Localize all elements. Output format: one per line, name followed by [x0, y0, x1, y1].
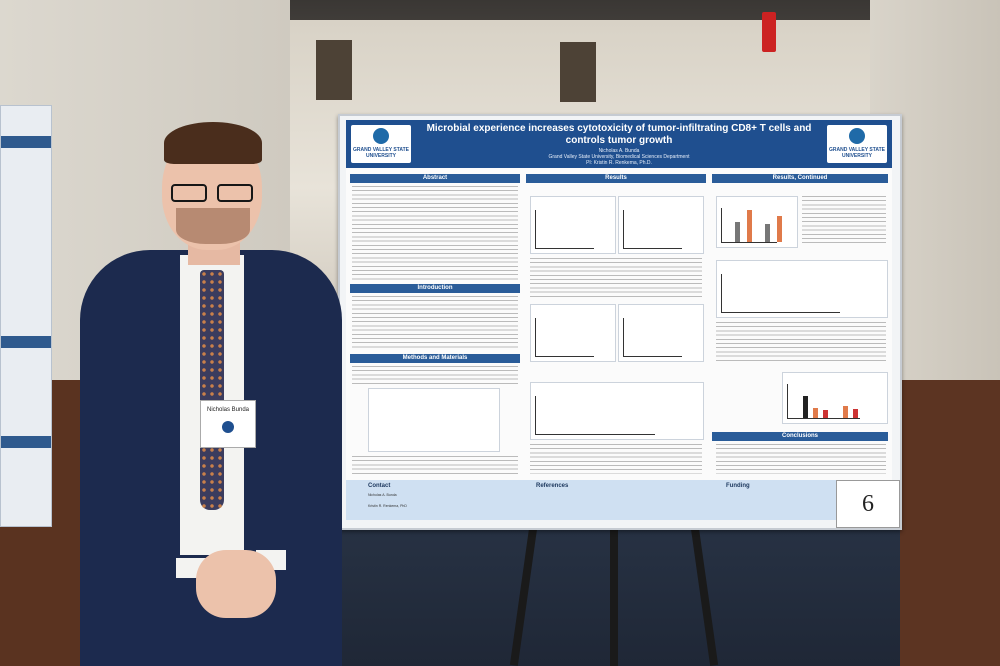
abstract-heading: Abstract	[350, 174, 520, 183]
results-heading: Results	[526, 174, 706, 183]
clasped-hands	[196, 550, 276, 618]
exit-sign	[762, 12, 776, 52]
contact-pi: Kristin R. Renkema, PhD	[368, 504, 407, 508]
hall-door	[560, 42, 596, 102]
graph-bar	[735, 222, 740, 242]
graph-bar	[823, 410, 828, 418]
principal-investigator: PI: Kristin R. Renkema, Ph.D.	[586, 160, 652, 166]
logo-mark-icon	[849, 128, 865, 144]
side-poster-band	[1, 136, 51, 148]
university-logo: GRAND VALLEY STATE UNIVERSITY	[827, 125, 887, 163]
introduction-text	[352, 296, 518, 350]
author-affiliation: Grand Valley State University, Biomedica…	[548, 154, 690, 160]
name-badge: Nicholas Bunda	[200, 400, 256, 448]
poster-title: Microbial experience increases cytotoxic…	[426, 123, 812, 146]
logo-mark-icon	[373, 128, 389, 144]
author-name: Nicholas A. Bunda	[598, 148, 640, 154]
results-caption	[530, 444, 702, 474]
results-continued-heading: Results, Continued	[712, 174, 888, 183]
graph-bar	[853, 409, 858, 418]
easel-leg	[610, 520, 618, 666]
bar-graph	[782, 372, 888, 424]
beard	[176, 208, 250, 244]
side-poster	[0, 105, 52, 527]
methods-diagram	[368, 388, 500, 452]
results-graph	[716, 260, 888, 318]
poster-authors: Nicholas A. Bunda Grand Valley State Uni…	[416, 148, 822, 166]
methods-heading: Methods and Materials	[350, 354, 520, 363]
badge-name: Nicholas Bunda	[206, 407, 250, 413]
results-graph	[530, 304, 616, 362]
graph-bar	[803, 396, 808, 418]
results-graph	[530, 196, 616, 254]
results-graph	[530, 382, 704, 440]
results-graph	[618, 196, 704, 254]
abstract-text	[352, 186, 518, 280]
contact-name: Nicholas A. Bunda	[368, 493, 397, 497]
methods-text	[352, 366, 518, 384]
glasses-icon	[171, 184, 255, 202]
references-heading: References	[536, 483, 569, 489]
results-text	[716, 322, 886, 362]
presenter: Nicholas Bunda	[80, 120, 350, 666]
board-number-card: 6	[836, 480, 900, 528]
wood-panel-right	[900, 380, 1000, 666]
conclusions-heading: Conclusions	[712, 432, 888, 441]
conclusions-text	[716, 444, 886, 474]
funding-heading: Funding	[726, 483, 750, 489]
contact-heading: Contact	[368, 483, 391, 489]
poster-board: GRAND VALLEY STATE UNIVERSITY Microbial …	[338, 114, 902, 530]
side-poster-band	[1, 336, 51, 348]
badge-logo-icon	[222, 421, 234, 433]
results-graph	[618, 304, 704, 362]
hair	[164, 122, 262, 164]
results-text	[802, 196, 886, 246]
side-poster-band	[1, 436, 51, 448]
graph-bar	[777, 216, 782, 242]
results-text	[530, 258, 702, 298]
floral-tie	[200, 270, 224, 510]
university-logo: GRAND VALLEY STATE UNIVERSITY	[351, 125, 411, 163]
bar-graph	[716, 196, 798, 248]
graph-bar	[813, 408, 818, 418]
poster-header: GRAND VALLEY STATE UNIVERSITY Microbial …	[346, 120, 892, 168]
introduction-heading: Introduction	[350, 284, 520, 293]
graph-bar	[765, 224, 770, 242]
hall-door	[316, 40, 352, 100]
figure-caption	[352, 456, 518, 474]
graph-bar	[747, 210, 752, 242]
logo-text: GRAND VALLEY STATE UNIVERSITY	[828, 147, 886, 159]
research-poster: GRAND VALLEY STATE UNIVERSITY Microbial …	[346, 120, 892, 520]
graph-bar	[843, 406, 848, 418]
poster-footer: Contact Nicholas A. Bunda Kristin R. Ren…	[346, 480, 892, 520]
logo-text: GRAND VALLEY STATE UNIVERSITY	[352, 147, 410, 159]
